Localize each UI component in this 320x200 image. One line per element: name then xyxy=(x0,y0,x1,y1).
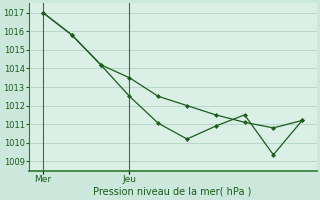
X-axis label: Pression niveau de la mer( hPa ): Pression niveau de la mer( hPa ) xyxy=(93,187,252,197)
